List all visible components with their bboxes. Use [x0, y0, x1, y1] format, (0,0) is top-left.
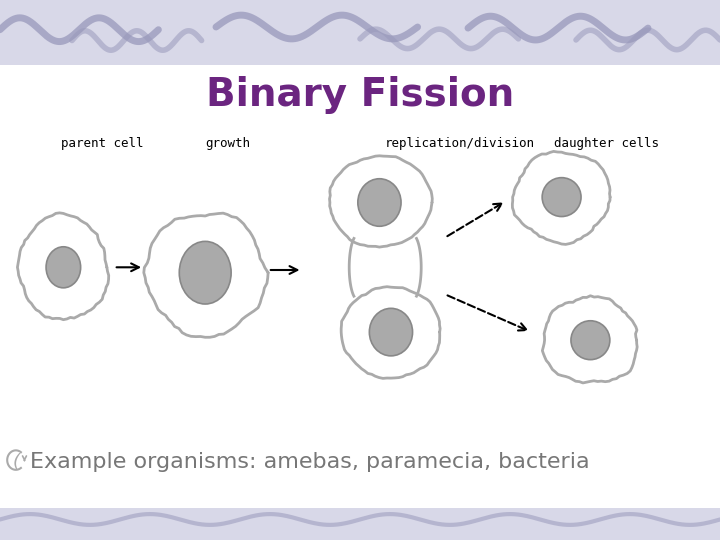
FancyBboxPatch shape: [349, 232, 421, 302]
Text: growth: growth: [205, 137, 251, 150]
Text: Example organisms: amebas, paramecia, bacteria: Example organisms: amebas, paramecia, ba…: [30, 451, 590, 472]
Ellipse shape: [358, 179, 401, 226]
Ellipse shape: [571, 321, 610, 360]
Bar: [0, 0, 720, 65]
Bar: [0, 508, 720, 540]
Text: daughter cells: daughter cells: [554, 137, 660, 150]
Ellipse shape: [46, 247, 81, 288]
Text: replication/division: replication/division: [385, 137, 535, 150]
Text: parent cell: parent cell: [61, 137, 144, 150]
Text: (: (: [12, 453, 19, 471]
Ellipse shape: [542, 178, 581, 217]
Ellipse shape: [179, 241, 231, 304]
Ellipse shape: [369, 308, 413, 356]
Text: Binary Fission: Binary Fission: [206, 76, 514, 113]
